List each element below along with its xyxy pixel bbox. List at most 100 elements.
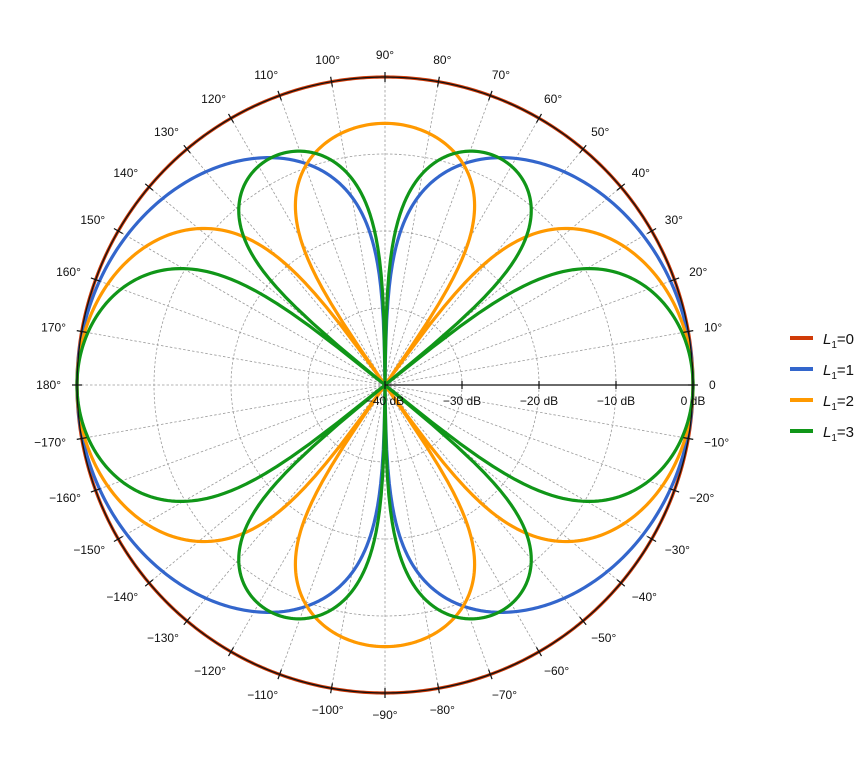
angle-tick: [144, 183, 154, 191]
angle-tick: [113, 535, 123, 543]
legend-label-subscript: 1: [831, 340, 837, 351]
grid-spoke: [384, 95, 491, 386]
angle-label: 160°: [56, 265, 81, 279]
legend-label: L1=2: [823, 393, 854, 413]
legend-label-base: L: [823, 393, 831, 410]
legend-entry[interactable]: L1=0: [790, 331, 854, 351]
angle-label: −90°: [372, 708, 397, 722]
angle-label: 100°: [315, 53, 340, 67]
grid-spoke: [384, 384, 584, 622]
legend-label-rest: =0: [837, 331, 854, 348]
angle-tick: [90, 488, 101, 493]
angle-label: 180°: [36, 378, 61, 392]
angle-tick: [669, 277, 680, 282]
angle-label: 20°: [689, 265, 707, 279]
angle-label: 70°: [492, 68, 510, 82]
angle-tick: [616, 579, 626, 587]
angle-tick: [669, 488, 680, 493]
angle-label: −110°: [247, 688, 278, 702]
angle-label: 10°: [704, 321, 722, 335]
grid-spoke: [95, 279, 386, 386]
legend[interactable]: L1=0L1=1L1=2L1=3: [790, 331, 854, 444]
legend-label-subscript: 1: [831, 371, 837, 382]
angle-tick: [227, 113, 235, 123]
angle-label: −40°: [632, 590, 657, 604]
grid-spoke: [186, 148, 386, 386]
angle-label: 150°: [80, 213, 105, 227]
legend-label: L1=3: [823, 424, 854, 444]
grid-spoke: [384, 279, 675, 386]
grid-spoke: [279, 384, 386, 675]
axis-labels: 0 10° 20° 30° 40° 50° 60° 70° 80° 90° 100° 110° 120°…: [34, 48, 729, 722]
grid-spoke: [118, 384, 386, 540]
angle-tick: [330, 683, 333, 694]
angle-tick: [437, 683, 440, 694]
angle-tick: [227, 647, 235, 657]
angle-tick: [330, 76, 333, 87]
angle-tick: [535, 647, 543, 657]
legend-label-base: L: [823, 331, 831, 348]
angle-tick: [488, 90, 493, 101]
angle-tick: [90, 277, 101, 282]
angle-tick: [683, 437, 694, 440]
grid-spoke: [384, 118, 540, 386]
angle-label: 60°: [544, 92, 562, 106]
angle-label: −80°: [430, 703, 455, 717]
grid-spoke: [384, 384, 491, 675]
legend-label: L1=0: [823, 331, 854, 351]
legend-label-subscript: 1: [831, 402, 837, 413]
angle-label: −50°: [591, 631, 616, 645]
angle-label: −130°: [147, 631, 179, 645]
angle-tick: [616, 183, 626, 191]
legend-label-base: L: [823, 424, 831, 441]
grid-spoke: [230, 384, 386, 652]
grid-spoke: [186, 384, 386, 622]
angle-label: −70°: [492, 688, 517, 702]
angle-label: −60°: [544, 664, 569, 678]
legend-label-subscript: 1: [831, 433, 837, 444]
angle-label: −150°: [73, 543, 105, 557]
legend-entry[interactable]: L1=1: [790, 362, 854, 382]
legend-entry[interactable]: L1=3: [790, 424, 854, 444]
angle-label: −140°: [106, 590, 138, 604]
angle-tick: [183, 616, 191, 626]
angle-label: 170°: [41, 321, 66, 335]
grid-spoke: [384, 384, 675, 491]
grid-spoke: [384, 384, 540, 652]
angle-label: 40°: [632, 166, 650, 180]
angle-label: 140°: [113, 166, 138, 180]
angle-tick: [579, 144, 587, 154]
angle-tick: [277, 669, 282, 680]
angle-label: 30°: [665, 213, 683, 227]
angle-tick: [183, 144, 191, 154]
angle-tick: [647, 227, 657, 235]
r-tick-label: −10 dB: [597, 394, 635, 408]
grid-spoke: [81, 331, 386, 386]
angle-label: 110°: [254, 68, 278, 82]
angle-tick: [76, 330, 87, 333]
legend-label: L1=1: [823, 362, 854, 382]
angle-label: −30°: [665, 543, 690, 557]
angle-label: 130°: [154, 125, 179, 139]
grid-spoke: [81, 384, 386, 439]
angle-tick: [488, 669, 493, 680]
r-tick-label: −30 dB: [443, 394, 481, 408]
angle-tick: [535, 113, 543, 123]
legend-label-rest: =2: [837, 393, 854, 410]
angle-label: −100°: [312, 703, 344, 717]
angle-tick: [683, 330, 694, 333]
angle-label: 90°: [376, 48, 394, 62]
legend-entry[interactable]: L1=2: [790, 393, 854, 413]
grid-spoke: [279, 95, 386, 386]
angle-tick: [76, 437, 87, 440]
legend-label-rest: =1: [837, 362, 854, 379]
angle-tick: [144, 579, 154, 587]
legend-label-rest: =3: [837, 424, 854, 441]
r-tick-label: 0 dB: [681, 394, 706, 408]
grid-spoke: [384, 230, 652, 386]
grid-spoke: [384, 384, 652, 540]
angle-label: −10°: [704, 435, 729, 449]
grid-spoke: [384, 331, 689, 386]
angle-label: 50°: [591, 125, 609, 139]
